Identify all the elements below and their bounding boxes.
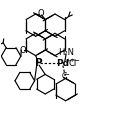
Text: C: C: [61, 72, 67, 81]
Text: ++: ++: [65, 58, 75, 63]
Text: H₂N: H₂N: [58, 48, 74, 57]
Text: −: −: [73, 58, 79, 64]
Text: Cl: Cl: [68, 59, 76, 68]
Text: P: P: [35, 58, 42, 68]
Text: −: −: [63, 72, 69, 78]
Text: O: O: [37, 9, 44, 18]
Text: Pd: Pd: [56, 59, 69, 68]
Text: O: O: [19, 46, 26, 55]
